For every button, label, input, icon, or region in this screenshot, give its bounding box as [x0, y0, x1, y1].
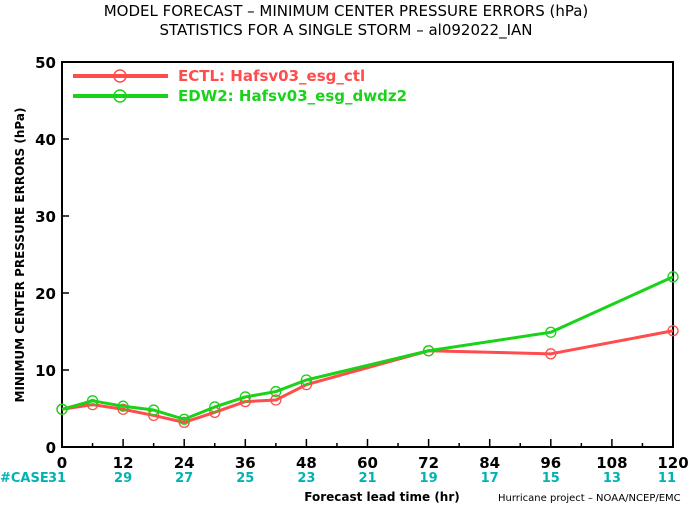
data-point: [667, 271, 679, 283]
x-tick-label: 84: [479, 454, 500, 472]
y-tick-label: 40: [35, 131, 56, 149]
data-point: [545, 326, 557, 338]
chart-title: MODEL FORECAST – MINIMUM CENTER PRESSURE…: [104, 2, 589, 20]
x-tick-label: 72: [418, 454, 439, 472]
data-point: [178, 413, 190, 425]
plot-frame: [61, 61, 674, 448]
legend-marker-1: [113, 69, 127, 83]
case-count: 17: [481, 471, 499, 486]
y-tick-label: 20: [35, 285, 56, 303]
case-count: 25: [236, 471, 254, 486]
data-point: [270, 394, 282, 406]
y-axis: 0 10 20 30 40 50: [35, 54, 69, 457]
data-point: [422, 345, 435, 357]
data-point: [545, 348, 557, 360]
data-point: [667, 325, 679, 337]
y-axis-label: MINIMUM CENTER PRESSURE ERRORS (hPa): [13, 108, 27, 403]
x-tick-label: 120: [657, 454, 688, 472]
case-count: 11: [658, 471, 676, 486]
credit-text: Hurricane project – NOAA/NCEP/EMC: [498, 493, 681, 504]
x-tick-label: 48: [296, 454, 317, 472]
series-layer: [56, 271, 679, 429]
x-tick-label: 60: [357, 454, 378, 472]
chart-subtitle: STATISTICS FOR A SINGLE STORM – al092022…: [159, 21, 532, 40]
data-point: [117, 403, 129, 415]
x-tick-label: 108: [596, 454, 627, 472]
case-count: 27: [175, 471, 193, 486]
case-count: 23: [297, 471, 315, 486]
y-tick-label: 50: [35, 54, 56, 72]
case-count: 15: [542, 471, 560, 486]
legend: ECTL: Hafsv03_esg_ctl EDW2: Hafsv03_esg_d…: [73, 67, 407, 105]
data-point: [239, 391, 251, 403]
legend-marker-2: [113, 89, 127, 103]
x-tick-label: 36: [235, 454, 256, 472]
data-point: [300, 374, 313, 386]
data-point: [56, 403, 68, 415]
case-counts: #CASE 31 29 27 25 23 21 19 17 15 13 11: [0, 471, 676, 486]
case-count: 29: [114, 471, 132, 486]
data-point: [117, 400, 129, 412]
case-count: 31: [48, 471, 66, 486]
case-count: 21: [358, 471, 376, 486]
case-count: 19: [420, 471, 438, 486]
x-axis: 0 12 24 36 48 60 72 84 96 108 120: [57, 439, 689, 472]
legend-label-2: EDW2: Hafsv03_esg_dwdz2: [178, 87, 407, 105]
x-tick-label: 24: [174, 454, 195, 472]
data-point: [270, 385, 282, 398]
x-tick-label: 12: [113, 454, 134, 472]
y-tick-label: 0: [46, 439, 56, 457]
x-tick-label: 0: [57, 454, 67, 472]
y-tick-label: 30: [35, 208, 56, 226]
data-point: [209, 401, 221, 413]
legend-label-1: ECTL: Hafsv03_esg_ctl: [178, 67, 365, 85]
data-point: [147, 404, 160, 416]
case-row-label: #CASE: [0, 471, 49, 486]
data-point: [86, 395, 99, 407]
data-point: [178, 416, 190, 429]
x-axis-label: Forecast lead time (hr): [304, 490, 460, 504]
x-tick-label: 96: [540, 454, 561, 472]
y-tick-label: 10: [35, 362, 56, 380]
case-count: 13: [603, 471, 621, 486]
